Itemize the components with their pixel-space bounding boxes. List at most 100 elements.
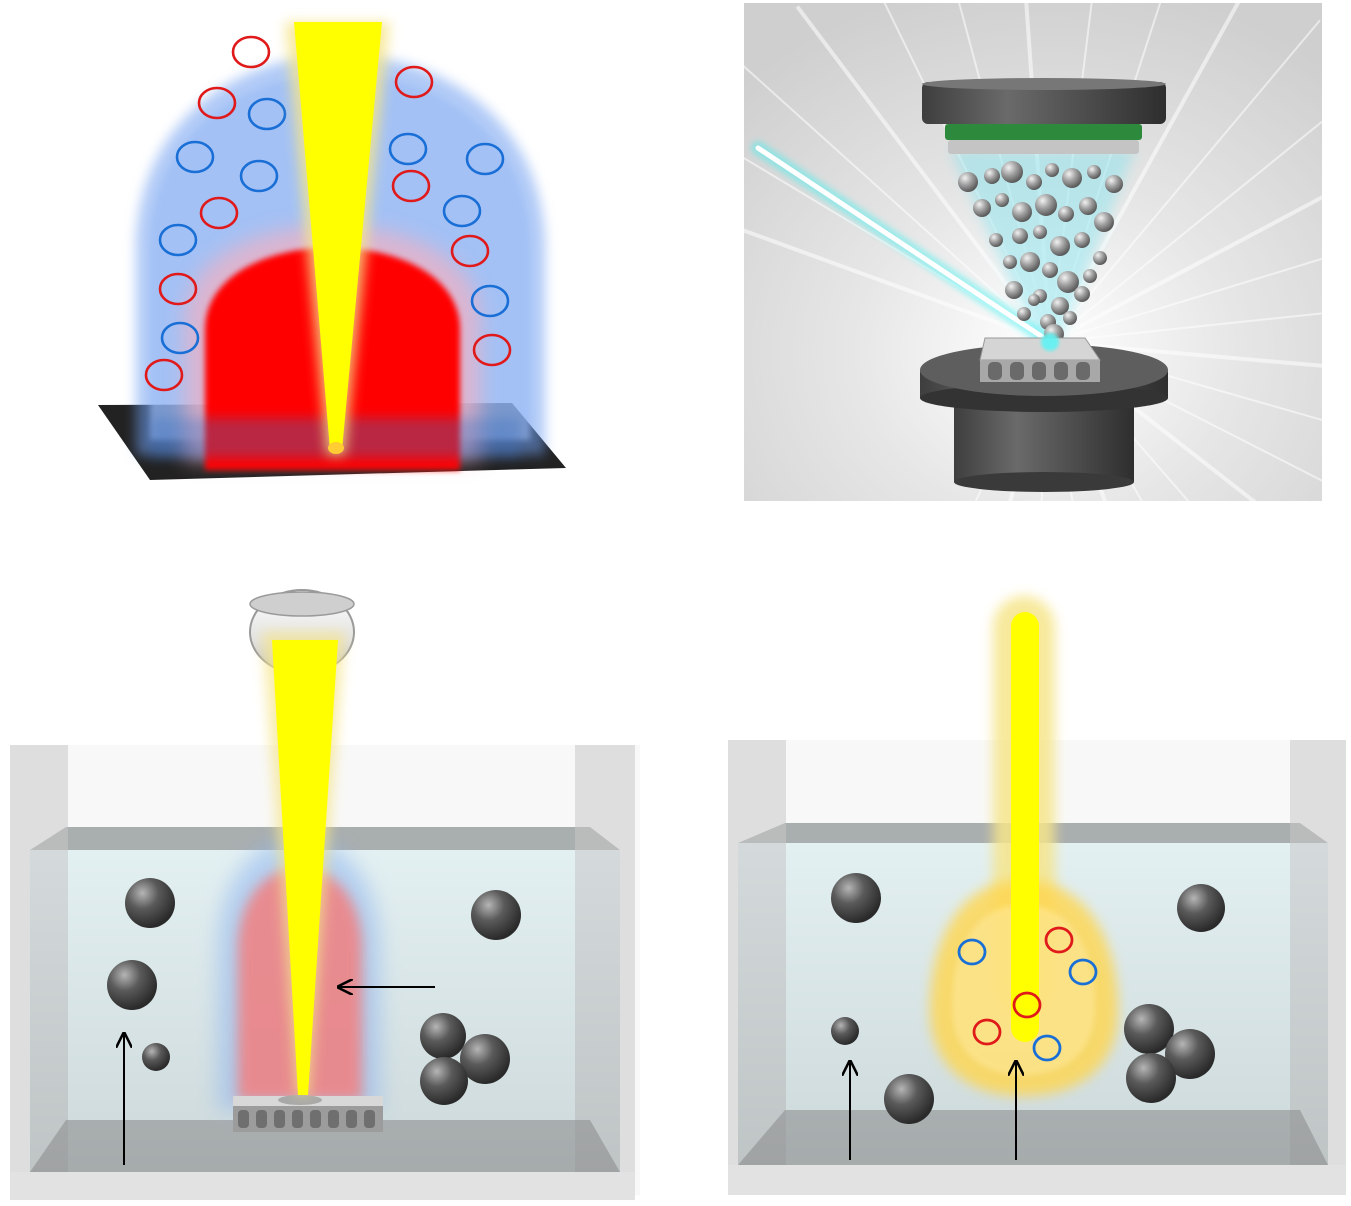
positive-species-ring: [394, 65, 434, 99]
ablation-target: [979, 337, 1101, 361]
target-groove: [1032, 362, 1046, 380]
ablated-particle: [1035, 194, 1057, 216]
pulsed-laser-deposition-panel: [744, 3, 1322, 501]
ablated-particle: [1020, 252, 1040, 272]
substrate-holder-top: [922, 78, 1166, 90]
laser-irradiation-in-liquid-panel: [728, 596, 1346, 1195]
nanoparticle: [471, 890, 521, 940]
nanoparticle: [1177, 884, 1225, 932]
positive-species-ring: [231, 35, 271, 69]
positive-species-ring: [972, 1018, 1002, 1046]
target-texture: [988, 362, 1090, 380]
deposition-substrate-plate: [948, 140, 1139, 154]
ablated-particle: [989, 233, 1003, 247]
nanoparticle: [831, 873, 881, 923]
light-ray: [1049, 195, 1322, 344]
positive-species-ring: [144, 358, 184, 392]
positive-species-ring: [197, 86, 237, 120]
ablated-particle: [1001, 161, 1023, 183]
laser-beam: [272, 640, 338, 1095]
target-groove: [1076, 362, 1090, 380]
ablated-particle: [1087, 165, 1101, 179]
ablated-particle: [1057, 271, 1079, 293]
ablated-particle: [1042, 262, 1058, 278]
nanoparticle: [125, 878, 175, 928]
positive-species-ring: [391, 169, 431, 203]
focusing-lens-rim: [249, 591, 355, 617]
charged-species-group: [144, 35, 512, 392]
ablated-particle: [1074, 232, 1090, 248]
ablated-particle: [1074, 286, 1090, 302]
ablated-particle: [1005, 281, 1023, 299]
target-groove: [346, 1110, 357, 1128]
target-groove: [328, 1110, 339, 1128]
positive-species-ring: [158, 272, 198, 306]
container-base: [10, 1172, 635, 1200]
ablated-particle: [1094, 212, 1114, 232]
nanoparticle: [1126, 1053, 1176, 1103]
negative-species-ring: [1068, 958, 1098, 986]
plasma-plume-panel: [98, 22, 566, 480]
target-groove: [274, 1110, 285, 1128]
light-ray: [1049, 120, 1322, 343]
laser-beam: [294, 22, 382, 450]
nanoparticle: [1124, 1004, 1174, 1054]
target-groove: [292, 1110, 303, 1128]
negative-species-ring: [1032, 1034, 1062, 1062]
ablated-particle: [1028, 294, 1040, 306]
positive-species-ring: [199, 196, 239, 230]
laser-trail: [755, 145, 1053, 345]
ablated-particle: [1026, 174, 1042, 190]
ablated-particle: [1003, 255, 1017, 269]
nanoparticles-group: [831, 873, 1225, 1124]
ablated-particle: [1050, 236, 1070, 256]
negative-species-ring: [465, 142, 505, 176]
negative-species-ring: [388, 132, 428, 166]
ablated-particle: [1012, 202, 1032, 222]
negative-species-ring: [442, 194, 482, 228]
light-ray: [1049, 312, 1322, 343]
laser-impact-spot: [1041, 333, 1059, 351]
negative-species-ring: [247, 97, 287, 131]
nanoparticle: [884, 1074, 934, 1124]
negative-species-ring: [957, 938, 987, 966]
ablated-particle: [1017, 307, 1031, 321]
light-ray: [1049, 257, 1322, 343]
light-ray: [744, 228, 1051, 344]
nanoparticle: [142, 1043, 170, 1071]
ablated-particle: [973, 199, 991, 217]
positive-species-ring: [450, 234, 490, 268]
target-groove: [238, 1110, 249, 1128]
ablated-particle: [1058, 206, 1074, 222]
ablated-particle: [1051, 297, 1069, 315]
target-texture: [238, 1095, 375, 1128]
ablated-particle: [958, 172, 978, 192]
positive-species-ring: [1044, 926, 1074, 954]
ablated-particle: [1033, 225, 1047, 239]
ablated-particles-group: [958, 161, 1123, 344]
ablated-particle: [1093, 251, 1107, 265]
light-ray: [1048, 3, 1241, 343]
nanoparticle: [420, 1013, 466, 1059]
target-groove: [256, 1110, 267, 1128]
container-base: [728, 1165, 1346, 1195]
ablated-particle: [1083, 269, 1097, 283]
ablated-particle: [1062, 168, 1082, 188]
negative-species-ring: [160, 321, 200, 355]
deposition-substrate-band: [945, 124, 1142, 140]
negative-species-ring: [239, 159, 279, 193]
positive-species-ring: [1012, 991, 1042, 1019]
ablated-particle: [1045, 163, 1059, 177]
charged-species-group: [957, 926, 1098, 1062]
nanoparticles-group: [107, 878, 521, 1105]
ablated-particle: [995, 193, 1009, 207]
ablated-particle: [1079, 197, 1097, 215]
nanoparticle: [420, 1057, 468, 1105]
laser-ablation-in-liquid-panel: [10, 589, 640, 1200]
ablated-particle: [1063, 311, 1077, 325]
light-ray: [1049, 19, 1321, 343]
target-groove: [1010, 362, 1024, 380]
nanoparticle: [1165, 1029, 1215, 1079]
laser-focus-spot: [328, 442, 344, 454]
